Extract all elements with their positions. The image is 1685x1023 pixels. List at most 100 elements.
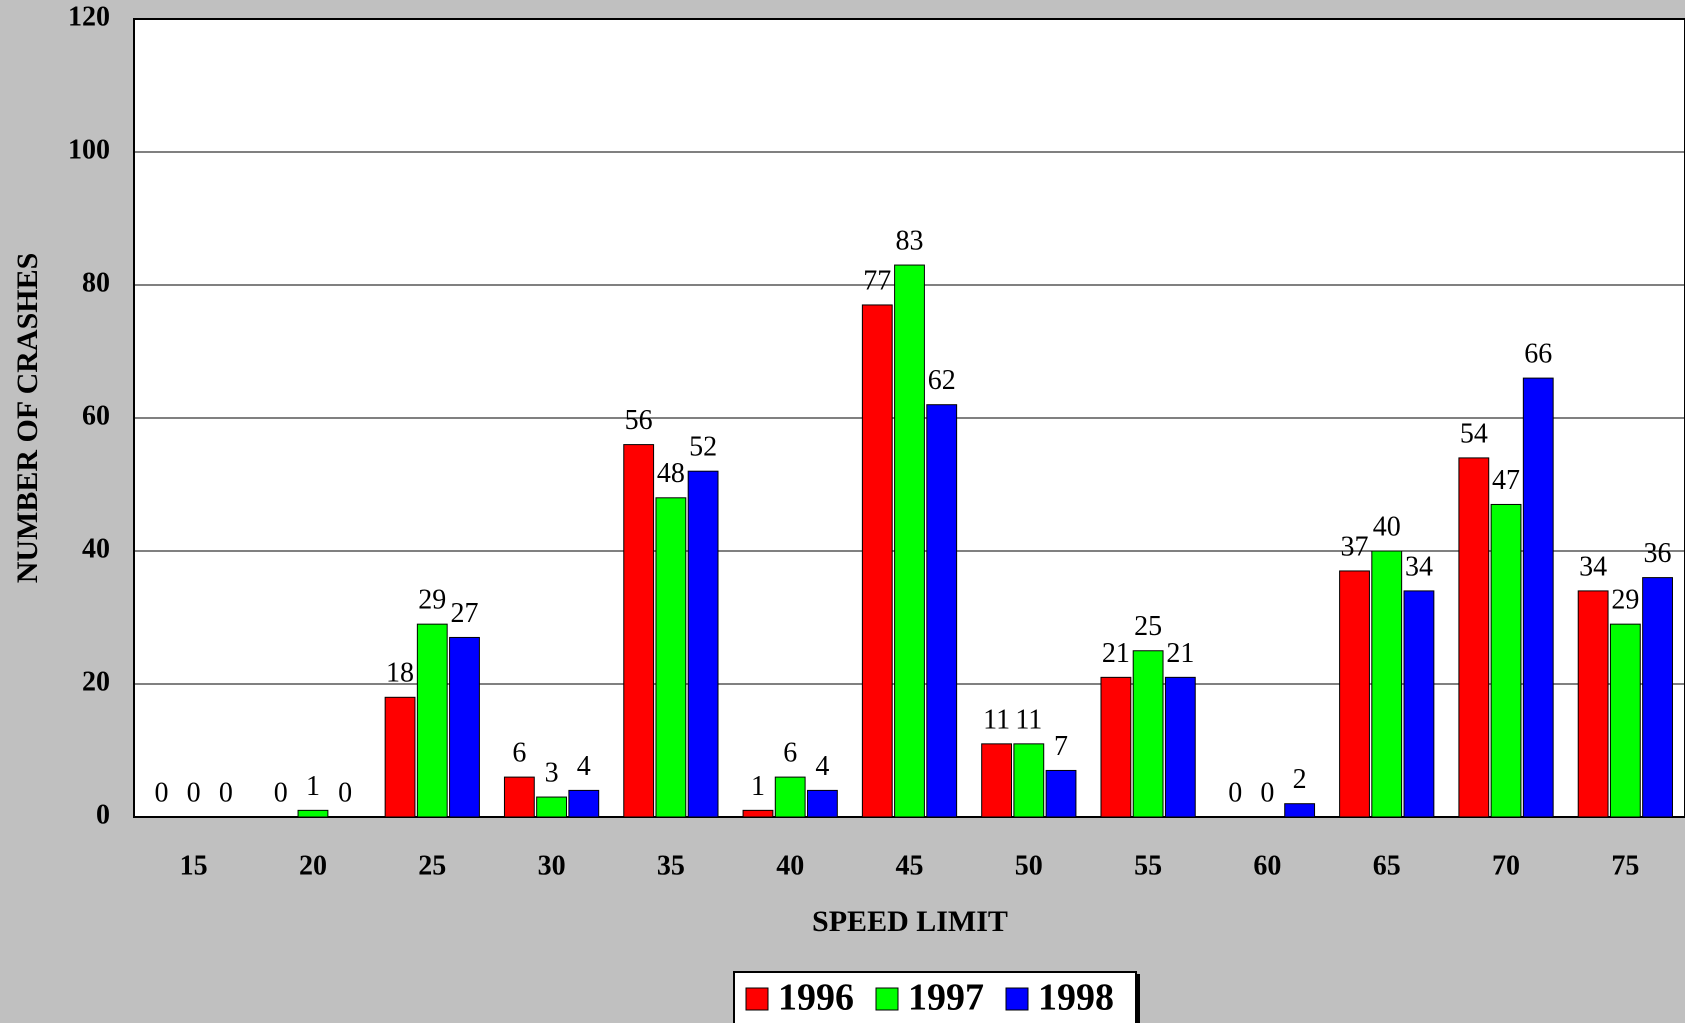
value-label: 40 <box>1373 511 1401 542</box>
x-tick-label: 20 <box>299 850 327 881</box>
bar <box>1609 623 1641 818</box>
bar <box>1642 577 1673 818</box>
value-label: 1 <box>306 771 320 802</box>
x-tick-label: 55 <box>1134 850 1162 881</box>
bar <box>655 497 687 818</box>
bar <box>1371 550 1403 818</box>
bar <box>1339 570 1370 818</box>
y-tick-label: 40 <box>82 533 110 564</box>
value-label: 18 <box>386 658 414 689</box>
value-label: 3 <box>545 757 559 788</box>
value-label: 0 <box>274 777 288 808</box>
x-axis-title: SPEED LIMIT <box>812 905 1008 938</box>
bar <box>926 404 958 818</box>
y-tick-label: 100 <box>68 134 110 165</box>
value-label: 29 <box>1611 585 1639 616</box>
value-label: 0 <box>187 777 201 808</box>
value-label: 37 <box>1341 531 1369 562</box>
legend-swatch <box>745 987 769 1011</box>
value-label: 52 <box>689 432 717 463</box>
bar <box>1100 676 1132 818</box>
value-label: 0 <box>1260 777 1274 808</box>
value-label: 83 <box>896 225 924 256</box>
bar <box>416 623 448 818</box>
value-label: 11 <box>983 704 1010 735</box>
value-label: 2 <box>1293 764 1307 795</box>
value-label: 0 <box>338 777 352 808</box>
x-tick-label: 70 <box>1492 850 1520 881</box>
y-tick-label: 80 <box>82 267 110 298</box>
bar <box>1490 503 1522 818</box>
value-label: 6 <box>512 738 526 769</box>
value-label: 4 <box>815 751 829 782</box>
x-tick-label: 60 <box>1253 850 1281 881</box>
bar <box>806 789 838 818</box>
value-label: 56 <box>625 405 653 436</box>
y-tick-label: 60 <box>82 400 110 431</box>
value-label: 11 <box>1015 704 1042 735</box>
value-label: 21 <box>1102 638 1130 669</box>
x-tick-label: 35 <box>657 850 685 881</box>
bar <box>981 743 1013 818</box>
bar <box>861 304 893 818</box>
y-tick-label: 120 <box>68 1 110 32</box>
legend-box <box>733 971 1137 1023</box>
value-label: 34 <box>1579 551 1607 582</box>
bar <box>1577 590 1609 818</box>
bar <box>1522 377 1554 818</box>
legend-swatch <box>875 987 899 1011</box>
legend-label: 1996 <box>778 977 854 1019</box>
bar <box>1045 769 1077 818</box>
y-tick-label: 20 <box>82 666 110 697</box>
bar <box>623 444 655 818</box>
value-label: 27 <box>450 598 478 629</box>
value-label: 77 <box>863 265 891 296</box>
bar <box>742 809 774 818</box>
bar <box>774 776 806 818</box>
value-label: 54 <box>1460 418 1488 449</box>
value-label: 62 <box>928 365 956 396</box>
value-label: 48 <box>657 458 685 489</box>
value-label: 34 <box>1405 551 1433 582</box>
bar <box>503 776 535 818</box>
value-label: 21 <box>1166 638 1194 669</box>
bar <box>687 470 719 818</box>
x-tick-label: 45 <box>896 850 924 881</box>
x-tick-label: 25 <box>418 850 446 881</box>
y-axis-title: NUMBER OF CRASHES <box>11 253 44 584</box>
value-label: 47 <box>1492 465 1520 496</box>
value-label: 36 <box>1644 538 1672 569</box>
value-label: 0 <box>1228 777 1242 808</box>
bar <box>384 696 416 818</box>
bar <box>449 636 480 818</box>
bar <box>568 789 600 818</box>
bar <box>1284 803 1316 818</box>
bar <box>1403 590 1435 818</box>
value-label: 6 <box>783 738 797 769</box>
value-label: 25 <box>1134 611 1162 642</box>
legend-swatch <box>1005 987 1029 1011</box>
bar <box>1458 457 1490 818</box>
x-tick-label: 75 <box>1611 850 1639 881</box>
value-label: 4 <box>577 751 591 782</box>
y-tick-label: 0 <box>96 799 110 830</box>
x-tick-label: 50 <box>1015 850 1043 881</box>
bar <box>1013 743 1045 818</box>
bar <box>297 809 329 818</box>
bar <box>536 796 567 818</box>
legend-label: 1997 <box>908 977 984 1019</box>
x-tick-label: 30 <box>538 850 566 881</box>
value-label: 29 <box>418 585 446 616</box>
bar <box>1164 676 1196 818</box>
value-label: 0 <box>219 777 233 808</box>
x-tick-label: 65 <box>1373 850 1401 881</box>
value-label: 66 <box>1524 339 1552 370</box>
x-tick-label: 15 <box>180 850 208 881</box>
bar <box>1132 650 1164 818</box>
bar <box>894 264 925 818</box>
value-label: 0 <box>154 777 168 808</box>
x-tick-label: 40 <box>776 850 804 881</box>
value-label: 1 <box>751 771 765 802</box>
legend-label: 1998 <box>1038 977 1114 1019</box>
